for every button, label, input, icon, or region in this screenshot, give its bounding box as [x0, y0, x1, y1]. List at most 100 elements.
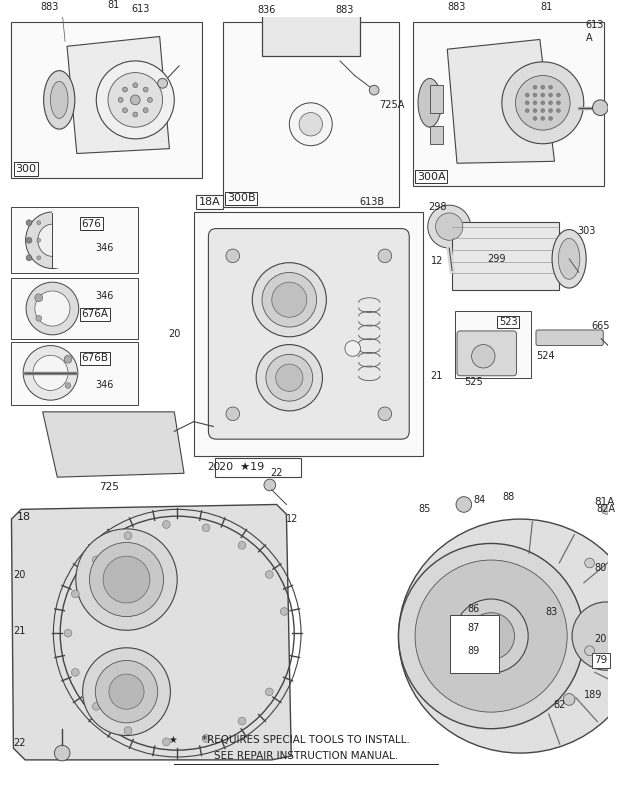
Circle shape: [549, 85, 552, 89]
Circle shape: [92, 702, 100, 710]
Text: 300A: 300A: [417, 172, 446, 181]
Text: 346: 346: [95, 291, 113, 301]
Circle shape: [124, 727, 132, 735]
Ellipse shape: [25, 212, 79, 268]
Circle shape: [533, 117, 537, 121]
Polygon shape: [12, 504, 291, 760]
Text: 883: 883: [335, 6, 354, 15]
Circle shape: [265, 688, 273, 696]
Text: 83: 83: [546, 607, 558, 617]
Bar: [53, 211, 87, 267]
FancyBboxPatch shape: [536, 330, 603, 346]
Circle shape: [541, 93, 545, 97]
Circle shape: [238, 717, 246, 725]
Circle shape: [103, 556, 150, 603]
Polygon shape: [67, 36, 169, 154]
Text: 82: 82: [553, 701, 565, 710]
Circle shape: [264, 479, 276, 491]
Bar: [215, 458, 301, 477]
Text: 85: 85: [418, 504, 430, 514]
Bar: [12, 279, 138, 338]
Circle shape: [130, 95, 140, 105]
Circle shape: [157, 78, 167, 88]
Circle shape: [549, 101, 552, 105]
Circle shape: [71, 668, 79, 676]
Text: 81: 81: [541, 2, 553, 13]
Text: 18A: 18A: [198, 197, 220, 208]
Text: 725: 725: [99, 482, 119, 492]
Circle shape: [65, 383, 71, 388]
Circle shape: [541, 101, 545, 105]
Text: 725A: 725A: [379, 99, 404, 110]
Circle shape: [226, 407, 239, 421]
Circle shape: [585, 646, 595, 656]
Circle shape: [55, 746, 70, 761]
Circle shape: [202, 524, 210, 532]
Circle shape: [428, 205, 471, 248]
Bar: [12, 208, 138, 274]
Ellipse shape: [552, 230, 586, 288]
FancyBboxPatch shape: [208, 229, 409, 439]
Circle shape: [256, 345, 322, 411]
Text: 836: 836: [258, 6, 276, 15]
Circle shape: [525, 93, 529, 97]
Circle shape: [262, 272, 317, 327]
Bar: [413, 22, 604, 185]
Circle shape: [276, 364, 303, 391]
Text: 21: 21: [431, 371, 443, 381]
Circle shape: [238, 541, 246, 549]
Text: 20  ★19: 20 ★19: [219, 462, 264, 473]
Text: 525: 525: [464, 376, 482, 387]
Circle shape: [502, 62, 584, 144]
Text: 300B: 300B: [227, 193, 255, 204]
Circle shape: [162, 738, 170, 746]
Circle shape: [64, 630, 72, 637]
Text: SEE REPAIR INSTRUCTION MANUAL.: SEE REPAIR INSTRUCTION MANUAL.: [214, 751, 398, 761]
Bar: [452, 222, 559, 290]
Circle shape: [252, 263, 326, 337]
FancyBboxPatch shape: [457, 331, 516, 376]
Text: 12: 12: [431, 256, 443, 266]
Bar: [430, 126, 443, 144]
Circle shape: [549, 117, 552, 121]
Circle shape: [37, 221, 41, 225]
Circle shape: [71, 590, 79, 598]
Circle shape: [64, 355, 72, 363]
Text: 524: 524: [536, 351, 555, 361]
Ellipse shape: [418, 78, 441, 127]
Ellipse shape: [559, 238, 580, 279]
Circle shape: [378, 407, 392, 421]
Circle shape: [202, 735, 210, 742]
Circle shape: [162, 521, 170, 529]
Circle shape: [290, 103, 332, 146]
Text: 88: 88: [503, 492, 515, 502]
Circle shape: [541, 109, 545, 113]
Text: 81A: 81A: [595, 496, 615, 507]
Bar: [262, 0, 360, 56]
Circle shape: [533, 109, 537, 113]
Circle shape: [549, 109, 552, 113]
Ellipse shape: [43, 71, 75, 129]
Circle shape: [76, 529, 177, 630]
Circle shape: [143, 87, 148, 92]
Text: 676B: 676B: [82, 353, 108, 363]
Circle shape: [109, 674, 144, 709]
Text: 298: 298: [428, 202, 447, 212]
Circle shape: [593, 100, 608, 115]
Bar: [455, 312, 531, 378]
Ellipse shape: [50, 81, 68, 118]
Circle shape: [556, 93, 560, 97]
Circle shape: [572, 602, 620, 670]
Text: 86: 86: [467, 604, 480, 614]
Circle shape: [133, 83, 138, 88]
Circle shape: [436, 213, 463, 241]
Circle shape: [415, 560, 567, 712]
Polygon shape: [43, 412, 184, 477]
Circle shape: [226, 249, 239, 263]
Text: 883: 883: [40, 2, 59, 13]
Circle shape: [148, 98, 153, 103]
Circle shape: [456, 496, 472, 512]
Circle shape: [26, 237, 32, 243]
Text: 12: 12: [286, 514, 299, 524]
Text: 80: 80: [595, 563, 607, 573]
